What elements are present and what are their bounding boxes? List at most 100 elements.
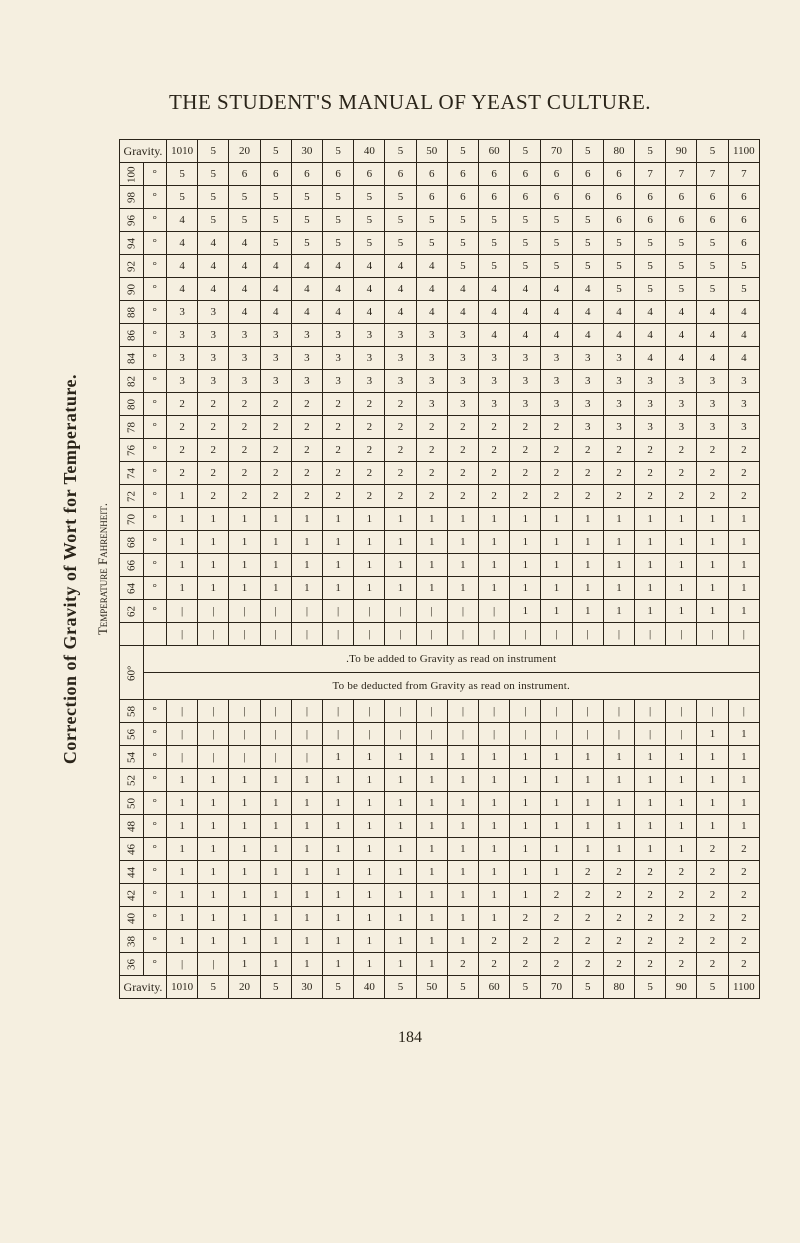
correction-cell: 1 [728,577,759,600]
temperature-label: 40 [120,907,144,930]
correction-cell: 1 [229,554,260,577]
correction-cell: 2 [635,462,666,485]
correction-cell: 1 [291,838,322,861]
correction-cell: 4 [479,324,510,347]
correction-cell: | [198,953,229,976]
degree-symbol: ° [143,462,167,485]
correction-cell: 2 [603,884,634,907]
correction-cell: 7 [697,163,728,186]
banner-row: To be deducted from Gravity as read on i… [120,673,760,700]
correction-cell: 1 [666,577,697,600]
correction-cell: 2 [666,439,697,462]
degree-symbol: ° [143,554,167,577]
correction-cell: 2 [697,838,728,861]
correction-cell: 2 [697,485,728,508]
correction-cell: | [291,723,322,746]
correction-cell: 2 [323,393,354,416]
correction-cell: 1 [323,930,354,953]
correction-cell: | [603,723,634,746]
correction-cell: 1 [541,531,572,554]
correction-cell: 1 [291,953,322,976]
correction-cell: 1 [291,577,322,600]
correction-cell: 6 [635,186,666,209]
correction-cell: 1 [260,838,291,861]
content-row: Correction of Gravity of Wort for Temper… [60,139,760,999]
correction-cell: 1 [385,930,416,953]
correction-cell: | [198,623,229,646]
correction-cell: 1 [323,508,354,531]
correction-cell: 1 [198,861,229,884]
correction-cell: 4 [167,278,198,301]
correction-cell: 3 [229,370,260,393]
correction-cell: 3 [510,347,541,370]
page: THE STUDENT'S MANUAL OF YEAST CULTURE. C… [0,0,800,1243]
correction-cell: 1 [291,930,322,953]
correction-cell: 2 [447,416,478,439]
correction-cell: | [635,623,666,646]
correction-cell: 1 [260,769,291,792]
correction-cell: 1 [291,554,322,577]
correction-cell: 3 [198,347,229,370]
correction-cell: 5 [447,255,478,278]
correction-cell: 1 [697,531,728,554]
correction-cell: 4 [666,301,697,324]
correction-cell: 1 [479,531,510,554]
correction-cell: 1 [666,769,697,792]
correction-cell: 5 [323,232,354,255]
correction-cell: 1 [167,861,198,884]
correction-cell: 1 [603,769,634,792]
correction-cell: 1 [697,746,728,769]
correction-cell: 3 [291,370,322,393]
correction-cell: 1 [416,531,447,554]
correction-cell: 1 [510,884,541,907]
banner-row: 60°To be added to Gravity as read on ins… [120,646,760,673]
correction-cell: | [167,700,198,723]
correction-cell: 2 [603,930,634,953]
correction-cell: 5 [572,232,603,255]
correction-cell: | [697,623,728,646]
correction-cell: 2 [603,485,634,508]
correction-cell: 1 [291,792,322,815]
gravity-tick: 5 [385,976,416,999]
correction-cell: 4 [229,255,260,278]
correction-cell: 1 [323,861,354,884]
correction-cell: 5 [416,232,447,255]
correction-cell: 3 [697,393,728,416]
temperature-label: 92 [120,255,144,278]
correction-cell: | [447,623,478,646]
correction-cell: 1 [323,907,354,930]
correction-cell: 5 [260,209,291,232]
correction-cell: 3 [572,416,603,439]
correction-cell: 3 [447,393,478,416]
correction-cell: 1 [229,861,260,884]
degree-symbol: ° [143,838,167,861]
correction-cell: 3 [447,370,478,393]
correction-cell: 1 [572,838,603,861]
table-row: 80°2222222233333333333 [120,393,760,416]
degree-symbol: ° [143,186,167,209]
correction-cell: 2 [291,485,322,508]
correction-cell: 5 [260,186,291,209]
correction-cell: 3 [385,370,416,393]
correction-cell: | [666,723,697,746]
correction-cell: 4 [635,301,666,324]
correction-cell: 2 [229,485,260,508]
correction-cell: 3 [572,347,603,370]
correction-cell: 6 [697,209,728,232]
correction-cell: 4 [385,255,416,278]
table-row: 86°3333333333444444444 [120,324,760,347]
correction-cell: 7 [635,163,666,186]
correction-cell: 1 [323,577,354,600]
correction-cell: 1 [260,577,291,600]
correction-cell: 1 [572,815,603,838]
correction-cell: 1 [385,508,416,531]
correction-cell: 1 [291,531,322,554]
gravity-tick: 90 [666,140,697,163]
correction-cell: | [354,723,385,746]
correction-cell: 2 [354,393,385,416]
correction-cell: 1 [728,600,759,623]
temperature-label [120,623,144,646]
correction-cell: 6 [354,163,385,186]
correction-cell: | [198,723,229,746]
gravity-tick: 5 [635,140,666,163]
